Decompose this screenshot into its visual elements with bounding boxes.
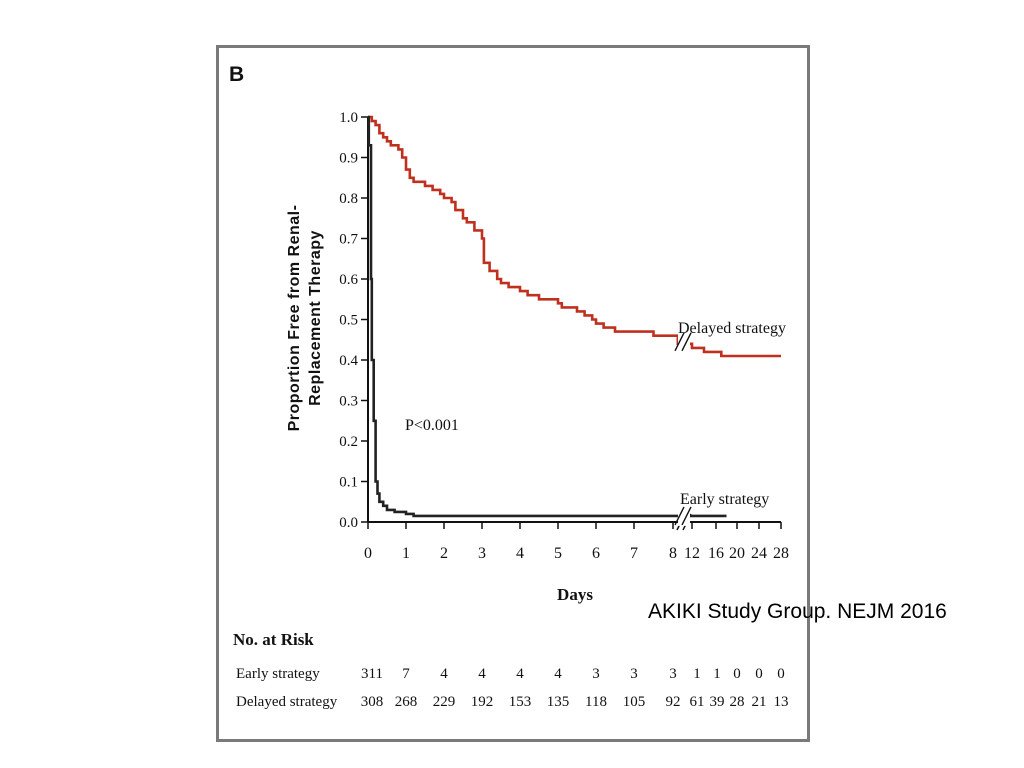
y-tick-label: 0.8 (339, 191, 358, 207)
curve-break-mark (674, 506, 685, 526)
y-tick-label: 0.6 (339, 272, 358, 288)
curve-break-gap (678, 331, 690, 352)
risk-value: 4 (554, 666, 562, 682)
risk-value: 7 (402, 666, 410, 682)
x-tick-label: 16 (708, 545, 724, 562)
risk-value: 28 (730, 694, 745, 710)
y-axis-title-line2: Replacement Therapy (307, 230, 324, 406)
risk-table-title: No. at Risk (233, 630, 314, 649)
risk-value: 308 (361, 694, 384, 710)
risk-value: 192 (471, 694, 494, 710)
x-tick-label: 8 (669, 545, 677, 562)
risk-value: 0 (755, 666, 763, 682)
risk-value: 0 (777, 666, 785, 682)
risk-value: 61 (690, 694, 705, 710)
p-value-annotation: P<0.001 (405, 417, 459, 434)
risk-value: 1 (693, 666, 701, 682)
x-tick-label: 5 (554, 545, 562, 562)
y-tick-label: 0.5 (339, 313, 358, 329)
curve-break-mark (681, 332, 692, 352)
y-tick-label: 0.4 (339, 353, 358, 369)
x-tick-label: 28 (773, 545, 789, 562)
risk-value: 3 (669, 666, 677, 682)
risk-value: 39 (710, 694, 725, 710)
risk-value: 105 (623, 694, 646, 710)
risk-value: 3 (592, 666, 600, 682)
panel-label: B (229, 63, 245, 86)
x-tick-label: 2 (440, 545, 448, 562)
curve-break-mark (681, 506, 692, 526)
risk-value: 268 (395, 694, 418, 710)
delayed-strategy-label: Delayed strategy (678, 320, 786, 337)
early-strategy-curve (367, 115, 727, 518)
delayed-strategy-curve (368, 115, 781, 358)
risk-value: 92 (666, 694, 681, 710)
risk-value: 13 (774, 694, 789, 710)
y-tick-label: 0.3 (339, 394, 358, 410)
risk-value: 135 (547, 694, 570, 710)
x-tick-label: 7 (630, 545, 638, 562)
risk-value: 229 (433, 694, 456, 710)
risk-value: 153 (509, 694, 532, 710)
x-tick-label: 0 (364, 545, 372, 562)
y-tick-label: 0.1 (339, 475, 358, 491)
y-tick-label: 1.0 (339, 110, 358, 126)
risk-value: 311 (361, 666, 383, 682)
risk-value: 4 (516, 666, 524, 682)
y-tick-label: 0.7 (339, 232, 358, 248)
x-tick-label: 20 (729, 545, 745, 562)
curve-break-mark (674, 332, 685, 352)
risk-value: 1 (713, 666, 721, 682)
risk-value: 21 (752, 694, 767, 710)
risk-value: 118 (585, 694, 607, 710)
x-tick-label: 12 (684, 545, 700, 562)
risk-value: 4 (440, 666, 448, 682)
y-axis-title-line1: Proportion Free from Renal- (286, 205, 303, 432)
chart-panel: B (216, 45, 810, 742)
y-tick-label: 0.9 (339, 151, 358, 167)
x-tick-label: 4 (516, 545, 524, 562)
x-tick-label: 3 (478, 545, 486, 562)
early-strategy-label: Early strategy (680, 491, 769, 508)
x-tick-label: 6 (592, 545, 600, 562)
risk-row-label: Delayed strategy (236, 694, 338, 710)
risk-value: 0 (733, 666, 741, 682)
citation: AKIKI Study Group. NEJM 2016 (648, 600, 947, 623)
x-axis-title: Days (557, 585, 593, 604)
risk-value: 3 (630, 666, 638, 682)
y-tick-label: 0.2 (339, 434, 358, 450)
x-tick-label: 1 (402, 545, 410, 562)
y-tick-label: 0.0 (339, 515, 358, 531)
risk-value: 4 (478, 666, 486, 682)
curve-break-gap (678, 505, 690, 526)
risk-row-label: Early strategy (236, 666, 320, 682)
x-tick-label: 24 (751, 545, 767, 562)
